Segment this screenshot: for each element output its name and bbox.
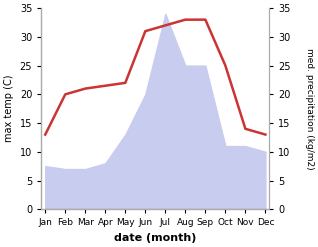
X-axis label: date (month): date (month) bbox=[114, 233, 197, 243]
Y-axis label: med. precipitation (kg/m2): med. precipitation (kg/m2) bbox=[305, 48, 314, 169]
Y-axis label: max temp (C): max temp (C) bbox=[4, 75, 14, 143]
